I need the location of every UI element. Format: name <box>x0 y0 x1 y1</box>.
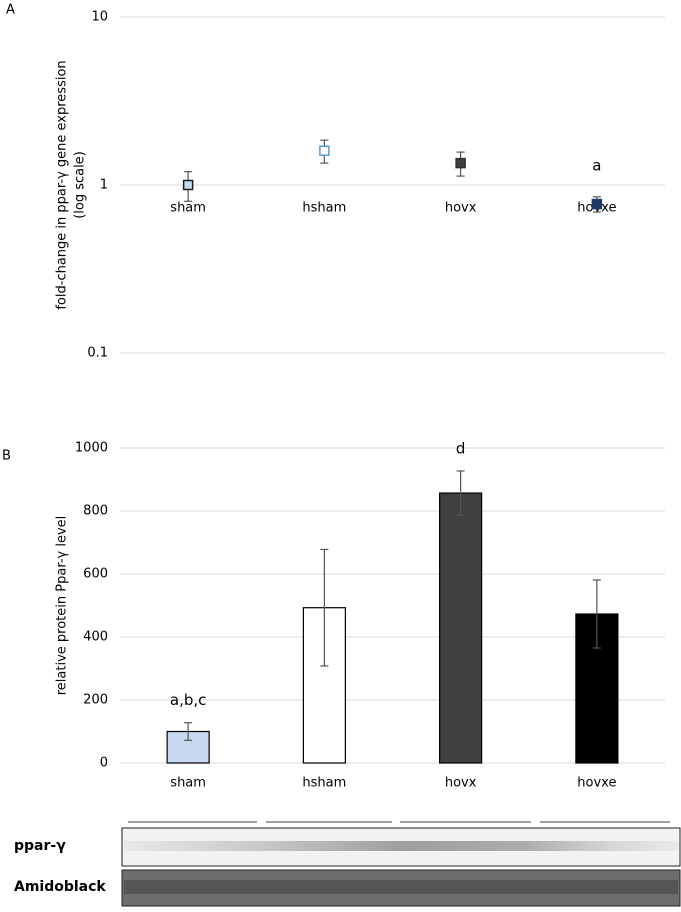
marker <box>591 198 603 210</box>
bar <box>439 492 483 764</box>
marker <box>319 145 330 156</box>
annotation: a,b,c <box>170 691 207 709</box>
x-tick-label: sham <box>170 776 206 791</box>
annotation: a <box>592 157 601 175</box>
x-tick-label: hsham <box>302 201 346 216</box>
x-tick-label: hovxe <box>577 776 616 791</box>
blot-label: ppar-γ <box>14 838 66 854</box>
blot-label: Amidoblack <box>14 879 106 895</box>
blot-band <box>124 880 678 894</box>
y-tick-label: 400 <box>83 630 108 645</box>
panel-label: A <box>6 3 15 18</box>
annotation: d <box>456 439 466 457</box>
y-tick-label: 10 <box>91 10 108 25</box>
y-axis-label: (log scale) <box>73 151 88 219</box>
marker <box>455 157 466 169</box>
marker <box>182 179 194 191</box>
panel-label: B <box>2 449 11 464</box>
y-tick-label: 800 <box>83 504 108 519</box>
y-tick-label: 1 <box>100 178 108 193</box>
y-tick-label: 0.1 <box>87 346 108 361</box>
x-tick-label: hsham <box>302 776 346 791</box>
y-axis-label: fold-change in ppar-γ gene expression <box>55 60 70 309</box>
y-tick-label: 0 <box>100 756 108 771</box>
x-tick-label: sham <box>170 201 206 216</box>
y-tick-label: 600 <box>83 567 108 582</box>
x-tick-label: hovx <box>445 776 477 791</box>
x-tick-label: hovx <box>445 201 477 216</box>
y-axis-label: relative protein Ppar-γ level <box>55 516 70 696</box>
y-tick-label: 1000 <box>75 441 108 456</box>
y-tick-label: 200 <box>83 693 108 708</box>
blot-band <box>124 841 678 851</box>
